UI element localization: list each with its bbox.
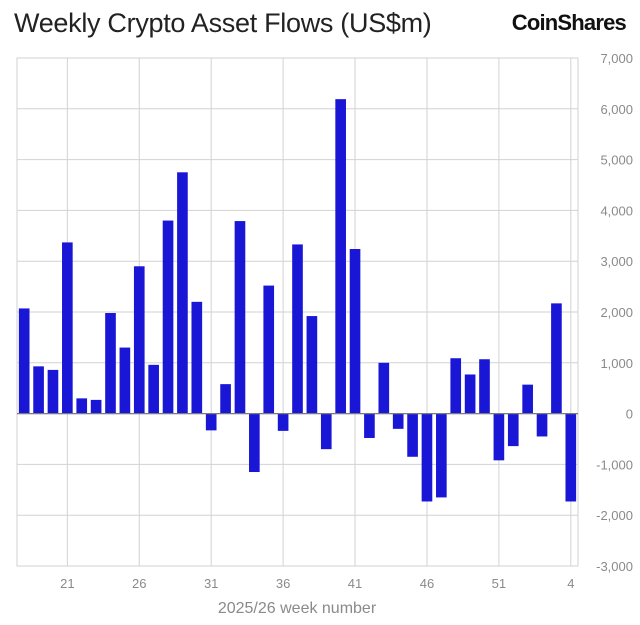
bar-week-44 (392, 413, 404, 429)
bar-week-29 (177, 172, 188, 414)
bar-week-46 (421, 413, 433, 502)
bar-week-40 (335, 99, 346, 414)
bar-week-33 (234, 221, 246, 414)
y-tick-label: 1,000 (600, 356, 633, 371)
y-tick-label: -3,000 (596, 559, 633, 574)
bar-week-25 (119, 347, 131, 414)
bar-week-4 (565, 413, 577, 502)
chart-title: Weekly Crypto Asset Flows (US$m) (14, 8, 432, 38)
bar-week-52 (507, 413, 519, 447)
bar-week-27 (148, 364, 159, 414)
bar-week-3 (551, 303, 562, 414)
y-tick-label: 3,000 (600, 254, 633, 269)
bar-week-36 (277, 413, 289, 431)
bar-week-34 (249, 413, 260, 473)
bar-week-35 (263, 285, 275, 414)
bar-week-2 (536, 413, 548, 437)
x-tick-label: 41 (348, 576, 362, 591)
x-tick-label: 21 (60, 576, 74, 591)
bar-week-42 (364, 413, 375, 438)
x-tick-label: 46 (420, 576, 434, 591)
bar-week-48 (450, 358, 462, 414)
bar-week-37 (292, 244, 303, 414)
bar-week-18 (18, 308, 30, 414)
y-tick-label: 2,000 (600, 305, 633, 320)
bar-week-45 (407, 413, 418, 457)
bar-week-51 (493, 413, 505, 461)
x-tick-label: 4 (567, 576, 574, 591)
bar-week-38 (306, 316, 318, 414)
bar-week-39 (320, 413, 332, 450)
bar-week-32 (220, 384, 231, 414)
bar-week-19 (33, 366, 44, 414)
bar-week-50 (479, 359, 490, 414)
bar-week-31 (205, 413, 217, 431)
bar-week-47 (436, 413, 447, 498)
x-tick-label: 36 (276, 576, 290, 591)
bar-week-1 (522, 384, 533, 414)
y-tick-label: 6,000 (600, 102, 633, 117)
bar-week-43 (378, 362, 390, 414)
bar-week-30 (191, 301, 203, 414)
x-tick-label: 31 (204, 576, 218, 591)
y-tick-label: 4,000 (600, 203, 633, 218)
bar-week-22 (76, 398, 88, 414)
y-tick-label: 5,000 (600, 153, 633, 168)
bar-week-28 (162, 220, 174, 414)
bar-week-49 (464, 374, 476, 414)
bar-week-26 (133, 266, 145, 414)
bar-week-23 (90, 399, 102, 414)
bar-week-21 (62, 242, 73, 414)
x-tick-label: 51 (492, 576, 506, 591)
x-tick-label: 26 (132, 576, 146, 591)
y-tick-label: -2,000 (596, 508, 633, 523)
y-tick-label: 0 (626, 407, 633, 422)
bar-week-24 (105, 313, 116, 414)
y-tick-label: -1,000 (596, 457, 633, 472)
x-axis-title: 2025/26 week number (218, 600, 377, 617)
brand-logo: CoinShares (511, 10, 627, 35)
bar-week-41 (349, 249, 361, 414)
bar-week-20 (47, 369, 59, 414)
y-tick-label: 7,000 (600, 51, 633, 66)
